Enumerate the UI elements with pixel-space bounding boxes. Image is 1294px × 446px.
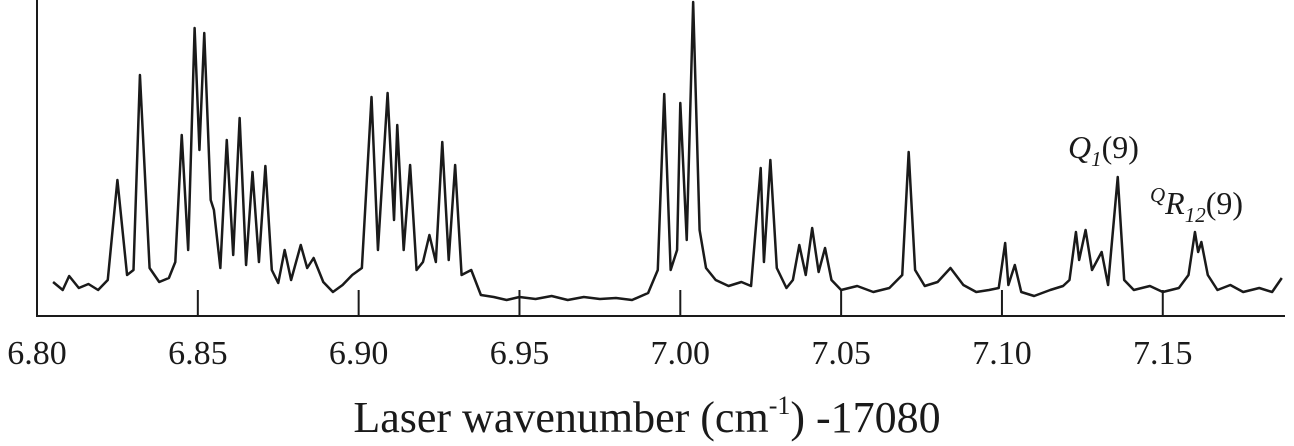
annotation-sub: 12 (1185, 203, 1207, 227)
x-axis-title-sup: -1 (769, 391, 791, 420)
x-tick-label: 7.05 (811, 335, 871, 372)
x-tick-label: 7.00 (651, 335, 711, 372)
x-axis-title: Laser wavenumber (cm-1) -17080 (353, 391, 940, 442)
x-tick-label: 6.85 (168, 335, 228, 372)
annotation-main: R (1164, 185, 1185, 221)
annotation-main: Q (1068, 129, 1091, 165)
annotation: QR12(9) (1150, 183, 1243, 227)
annotation-after: (9) (1102, 129, 1139, 165)
x-axis-title-text: Laser wavenumber (cm (353, 393, 768, 442)
x-tick-label: 7.15 (1133, 335, 1193, 372)
x-axis-title-after: ) -17080 (790, 393, 940, 442)
x-tick-label: 6.95 (490, 335, 550, 372)
annotation-sub: 1 (1091, 147, 1102, 171)
annotation: Q1(9) (1068, 129, 1139, 171)
x-tick-label: 6.80 (7, 335, 67, 372)
annotation-after: (9) (1206, 185, 1243, 221)
spectrum-line (52, 0, 1283, 302)
annotation-pre: Q (1150, 183, 1165, 207)
x-tick-label: 6.90 (329, 335, 389, 372)
x-tick-label: 7.10 (972, 335, 1032, 372)
